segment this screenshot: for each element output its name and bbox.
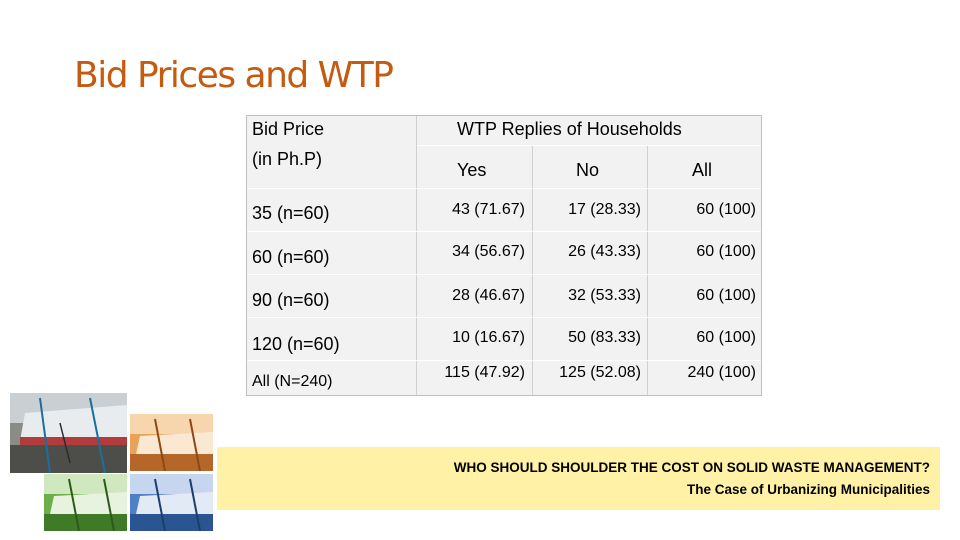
- cell-no: 50 (83.33): [568, 329, 641, 346]
- cell-all: 240 (100): [687, 364, 757, 381]
- cell-all: 60 (100): [696, 329, 756, 346]
- page-title: Bid Prices and WTP: [74, 55, 394, 96]
- cell-yes: 34 (56.67): [452, 243, 525, 260]
- cell-all: 60 (100): [696, 287, 756, 304]
- header-no: No: [576, 160, 600, 180]
- column-divider: [416, 116, 417, 395]
- header-bid-price: Bid Price: [252, 119, 325, 139]
- cell-yes: 43 (71.67): [452, 201, 525, 218]
- cell-all: 60 (100): [696, 201, 756, 218]
- footer-banner: WHO SHOULD SHOULDER THE COST ON SOLID WA…: [217, 447, 940, 510]
- cell-yes: 10 (16.67): [452, 329, 525, 346]
- row-divider: [247, 360, 761, 361]
- row-divider: [247, 188, 761, 189]
- photo-harbor: [10, 393, 127, 473]
- cell-no: 17 (28.33): [568, 201, 641, 218]
- photo-orange: [130, 414, 213, 471]
- column-divider: [532, 146, 533, 395]
- cell-no: 125 (52.08): [559, 364, 641, 381]
- photo-green: [44, 474, 127, 531]
- cell-no: 26 (43.33): [568, 243, 641, 260]
- row-divider: [247, 231, 761, 232]
- header-all: All: [692, 160, 713, 180]
- row-label: 90 (n=60): [252, 290, 330, 310]
- row-label: All (N=240): [252, 373, 333, 390]
- photo-blue: [130, 474, 213, 531]
- header-bid-price-unit: (in Ph.P): [252, 149, 323, 169]
- cell-all: 60 (100): [696, 243, 756, 260]
- header-wtp-group: WTP Replies of Households: [457, 119, 682, 139]
- column-divider: [647, 146, 648, 395]
- row-divider: [417, 145, 761, 146]
- cell-no: 32 (53.33): [568, 287, 641, 304]
- row-label: 60 (n=60): [252, 247, 330, 267]
- cell-yes: 115 (47.92): [444, 364, 525, 381]
- footer-subtitle: The Case of Urbanizing Municipalities: [686, 482, 930, 497]
- cell-yes: 28 (46.67): [452, 287, 525, 304]
- header-yes: Yes: [457, 160, 487, 180]
- row-divider: [247, 317, 761, 318]
- row-label: 120 (n=60): [252, 334, 340, 354]
- row-label: 35 (n=60): [252, 203, 330, 223]
- footer-title: WHO SHOULD SHOULDER THE COST ON SOLID WA…: [453, 460, 930, 475]
- wtp-table: Bid Price (in Ph.P) WTP Replies of House…: [246, 115, 762, 396]
- row-divider: [247, 274, 761, 275]
